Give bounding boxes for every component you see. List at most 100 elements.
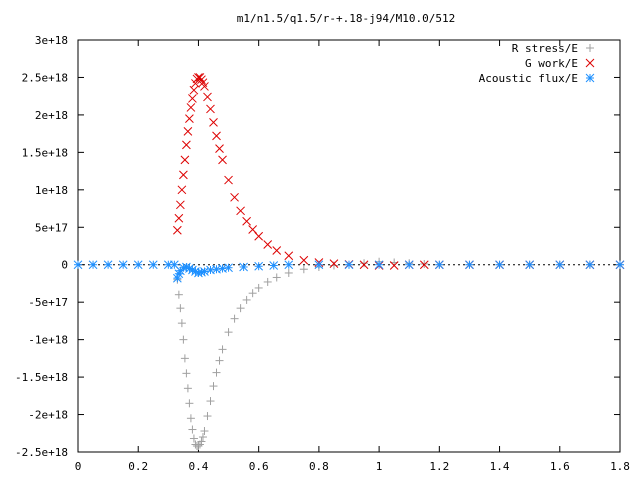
data-point-g-work-e (179, 170, 188, 180)
data-point-g-work-e (254, 231, 264, 241)
data-point-acoustic-flux-e (434, 260, 444, 270)
y-tick-label: -2.5e+18 (15, 446, 68, 459)
data-point-r-stress-e (189, 434, 198, 443)
x-tick-label: 1.2 (429, 460, 449, 473)
data-point-acoustic-flux-e (148, 260, 158, 270)
data-point-r-stress-e (194, 442, 203, 451)
data-point-acoustic-flux-e (284, 260, 294, 270)
data-point-g-work-e (195, 73, 205, 82)
legend-label: R stress/E (512, 42, 578, 55)
data-point-r-stress-e (186, 414, 195, 423)
data-point-r-stress-e (180, 354, 189, 363)
x-tick-label: 0 (75, 460, 82, 473)
legend-marker (586, 44, 594, 52)
data-point-g-work-e (182, 140, 191, 150)
data-point-r-stress-e (224, 328, 233, 337)
legend-label: G work/E (525, 57, 578, 70)
data-point-g-work-e (177, 185, 187, 195)
data-point-g-work-e (359, 260, 369, 270)
data-point-acoustic-flux-e (555, 260, 565, 270)
data-point-g-work-e (215, 144, 224, 153)
x-tick-label: 1.8 (610, 460, 630, 473)
data-point-g-work-e (329, 259, 339, 268)
data-point-r-stress-e (176, 304, 185, 313)
data-point-g-work-e (180, 155, 190, 165)
y-tick-label: -2e+18 (28, 409, 68, 422)
data-point-acoustic-flux-e (585, 260, 595, 270)
y-tick-label: 0 (61, 259, 68, 272)
legend: R stress/E G work/E Acoustic flux/E (479, 42, 595, 85)
data-point-g-work-e (236, 206, 245, 216)
data-point-acoustic-flux-e (200, 267, 209, 276)
series-acoustic-flux-e (73, 260, 625, 283)
data-point-g-work-e (284, 251, 294, 261)
data-point-g-work-e (209, 118, 218, 127)
data-point-acoustic-flux-e (465, 260, 474, 270)
data-point-acoustic-flux-e (118, 260, 128, 270)
data-point-g-work-e (200, 82, 209, 91)
data-point-r-stress-e (329, 261, 338, 270)
data-point-r-stress-e (188, 425, 197, 434)
data-point-g-work-e (389, 261, 399, 270)
data-point-acoustic-flux-e (404, 260, 414, 270)
data-point-g-work-e (299, 255, 309, 265)
plot-data (73, 73, 625, 451)
data-point-g-work-e (176, 200, 185, 210)
data-point-r-stress-e (179, 335, 188, 344)
data-point-g-work-e (189, 85, 199, 95)
data-point-r-stress-e (272, 273, 281, 282)
x-tick-label: 1 (376, 460, 383, 473)
data-point-acoustic-flux-e (73, 260, 83, 270)
data-point-acoustic-flux-e (495, 260, 504, 270)
y-tick-label: 1.5e+18 (22, 146, 68, 159)
data-point-r-stress-e (215, 356, 224, 365)
y-tick-label: 5e+17 (35, 221, 68, 234)
data-point-r-stress-e (360, 259, 369, 268)
data-point-r-stress-e (248, 289, 257, 298)
data-point-g-work-e (197, 75, 206, 85)
legend-label: Acoustic flux/E (479, 72, 578, 85)
series-g-work-e (173, 73, 625, 270)
x-tick-label: 0.2 (128, 460, 148, 473)
data-point-r-stress-e (200, 427, 209, 436)
data-point-g-work-e (212, 131, 221, 141)
data-point-g-work-e (186, 103, 196, 112)
data-point-acoustic-flux-e (206, 265, 215, 275)
data-point-acoustic-flux-e (133, 260, 143, 270)
data-point-r-stress-e (203, 412, 212, 421)
data-point-g-work-e (183, 127, 193, 136)
data-point-r-stress-e (209, 382, 218, 391)
y-tick-label: 3e+18 (35, 34, 68, 47)
data-point-r-stress-e (197, 437, 206, 446)
series-r-stress-e (173, 257, 624, 451)
x-tick-label: 0.4 (189, 460, 209, 473)
data-point-acoustic-flux-e (615, 260, 625, 270)
data-point-r-stress-e (230, 314, 239, 323)
data-point-g-work-e (206, 104, 215, 114)
data-point-g-work-e (263, 240, 273, 249)
data-point-r-stress-e (236, 304, 245, 313)
data-point-r-stress-e (218, 345, 227, 354)
plot-frame (77, 39, 621, 453)
y-tick-label: 2.5e+18 (22, 71, 68, 84)
y-tick-label: 1e+18 (35, 184, 68, 197)
data-point-r-stress-e (242, 295, 251, 304)
data-point-acoustic-flux-e (344, 260, 354, 270)
data-point-g-work-e (203, 92, 212, 102)
y-tick-label: -5e+17 (28, 296, 68, 309)
data-point-r-stress-e (183, 384, 192, 393)
data-point-g-work-e (248, 225, 257, 234)
data-point-r-stress-e (206, 397, 215, 406)
data-point-acoustic-flux-e (254, 261, 264, 271)
y-tick-label: -1.5e+18 (15, 371, 68, 384)
data-point-g-work-e (188, 94, 197, 103)
x-tick-label: 1.6 (550, 460, 570, 473)
data-point-acoustic-flux-e (224, 263, 233, 273)
data-point-r-stress-e (420, 259, 429, 268)
y-tick-label: -1e+18 (28, 334, 68, 347)
x-tick-label: 0.6 (249, 460, 269, 473)
data-point-acoustic-flux-e (314, 260, 324, 270)
data-point-r-stress-e (284, 268, 293, 277)
